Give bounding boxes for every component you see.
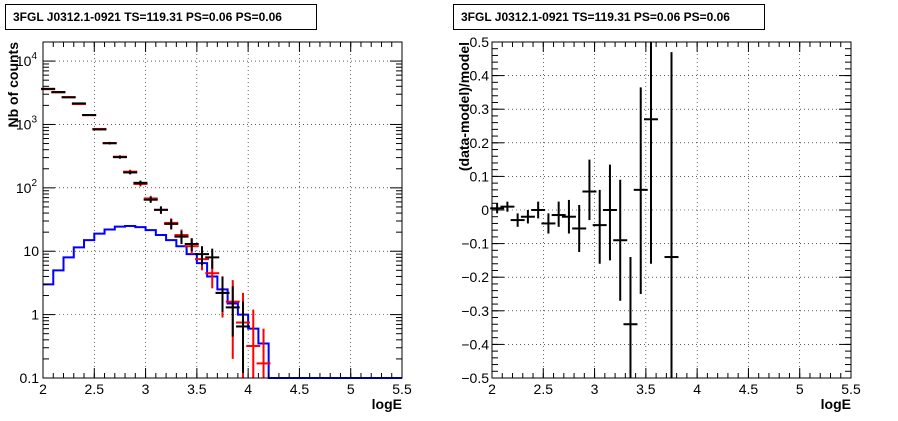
y-tick-label: 10 xyxy=(23,243,39,259)
data-point xyxy=(633,87,648,294)
data-point xyxy=(61,96,76,99)
left-chart-title: 3FGL J0312.1-0921 TS=119.31 PS=0.06 PS=0… xyxy=(5,4,317,30)
y-tick-label: −0.4 xyxy=(461,336,489,352)
data-point xyxy=(664,52,679,378)
data-point xyxy=(194,246,209,266)
y-tick-label: −0.2 xyxy=(461,269,489,285)
plot-frame xyxy=(42,41,403,379)
x-tick-label: 2 xyxy=(39,381,47,397)
x-tick-label: 3.5 xyxy=(187,381,207,397)
data-point xyxy=(71,102,86,105)
x-tick-label: 2.5 xyxy=(85,381,105,397)
x-axis-label: logE xyxy=(821,396,851,412)
y-tick-label: 0.1 xyxy=(470,168,490,184)
data-point xyxy=(51,91,66,94)
y-tick-label: −0.1 xyxy=(461,236,489,252)
x-tick-label: 3 xyxy=(142,381,150,397)
data-point xyxy=(205,248,220,269)
data-point xyxy=(236,301,251,373)
x-tick-label: 2 xyxy=(488,381,496,397)
x-tick-label: 5 xyxy=(347,381,355,397)
x-tick-label: 5.5 xyxy=(392,381,412,397)
data-point xyxy=(184,238,199,252)
data-point xyxy=(143,196,158,203)
y-axis-label: Nb of counts xyxy=(5,42,21,128)
data-point xyxy=(551,201,566,227)
data-point xyxy=(572,204,587,252)
data-point xyxy=(246,309,261,378)
data-point xyxy=(225,286,240,337)
data-point xyxy=(541,213,556,234)
residual-chart: 2 2.5 3 3.5 4 4.5 5 5.5 −0.5 −0.4 −0.3 −0.2 −0.1 0 0.1… xyxy=(456,34,861,412)
x-tick-label: 2.5 xyxy=(534,381,554,397)
x-axis-label: logE xyxy=(372,396,402,412)
data-point xyxy=(112,155,127,159)
y-tick-label: 0.5 xyxy=(470,34,490,50)
data-point xyxy=(256,328,271,378)
y-tick-label: 0.4 xyxy=(470,68,490,84)
data-point xyxy=(215,276,230,312)
data-point xyxy=(602,164,617,261)
data-point xyxy=(102,142,117,145)
right-chart-title: 3FGL J0312.1-0921 TS=119.31 PS=0.06 PS=0… xyxy=(453,4,765,30)
data-point xyxy=(561,199,576,234)
data-point xyxy=(520,210,535,224)
data-point xyxy=(500,201,515,212)
x-tick-label: 4 xyxy=(244,381,252,397)
data-point xyxy=(510,213,525,227)
y-axis-label: (data-model)/model xyxy=(456,42,472,171)
data-point xyxy=(123,170,138,175)
y-tick-label: 102 xyxy=(16,178,38,196)
data-point xyxy=(623,257,638,378)
x-tick-label: 4.5 xyxy=(290,381,310,397)
data-point xyxy=(174,230,189,245)
y-tick-label: 0.1 xyxy=(20,370,40,386)
data-point xyxy=(531,201,546,219)
data-point xyxy=(613,179,628,301)
y-tick-label: −0.5 xyxy=(461,370,489,386)
x-tick-label: 3 xyxy=(591,381,599,397)
x-tick-label: 4 xyxy=(693,381,701,397)
y-tick-label: 1 xyxy=(31,307,39,323)
data-point xyxy=(92,128,107,131)
y-tick-label: 0.2 xyxy=(470,135,490,151)
x-tick-label: 5 xyxy=(796,381,804,397)
y-tick-label: 0.3 xyxy=(470,101,490,117)
data-point xyxy=(643,42,658,264)
y-tick-label: 0 xyxy=(481,202,489,218)
x-tick-label: 5.5 xyxy=(841,381,861,397)
data-point xyxy=(153,206,168,214)
y-tick-label: −0.3 xyxy=(461,303,489,319)
data-point xyxy=(164,219,179,230)
data-point xyxy=(592,189,607,264)
data-point xyxy=(133,180,148,186)
data-point xyxy=(582,159,597,221)
x-tick-label: 3.5 xyxy=(636,381,656,397)
x-tick-label: 4.5 xyxy=(739,381,759,397)
data-point xyxy=(82,114,97,117)
